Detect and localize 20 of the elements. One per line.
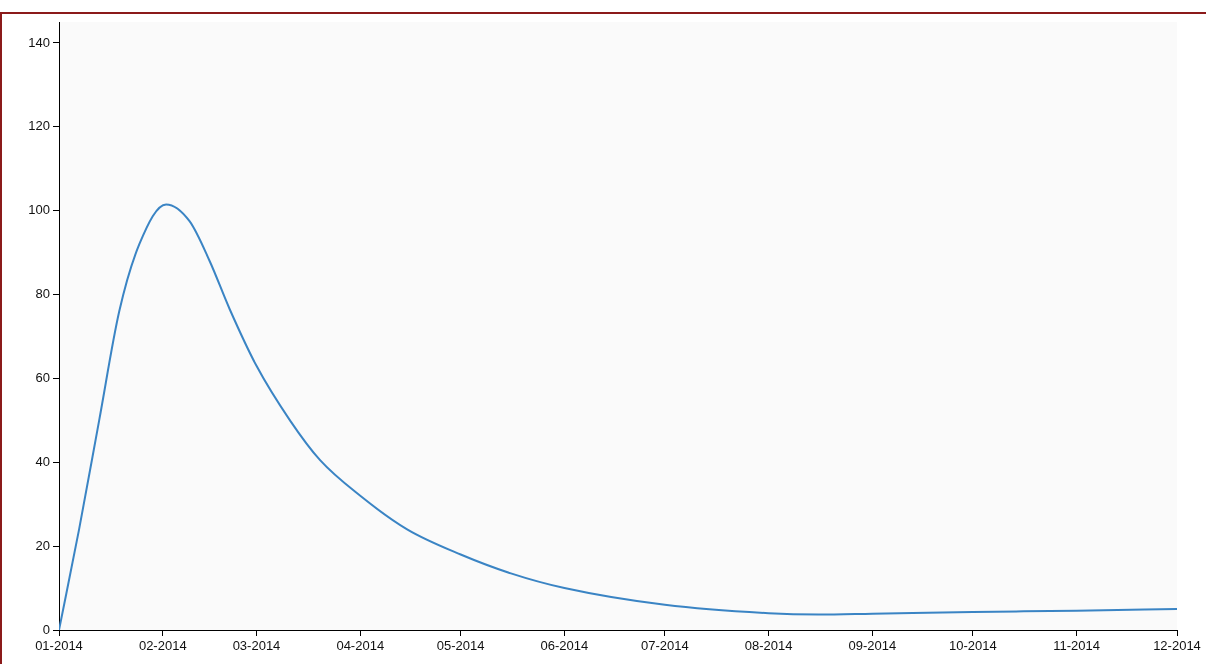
x-tick-label: 06-2014 <box>540 638 589 654</box>
x-tick-label: 10-2014 <box>948 638 997 654</box>
x-tick-label: 08-2014 <box>744 638 793 654</box>
y-tick-label: 40 <box>35 453 50 469</box>
y-tick-label: 20 <box>35 537 50 553</box>
y-tick-label: 60 <box>35 369 50 385</box>
x-tick-label: 12-2014 <box>1153 638 1201 654</box>
y-tick-label: 100 <box>28 202 50 218</box>
x-tick-label: 07-2014 <box>641 638 689 654</box>
y-tick-label: 120 <box>28 118 50 134</box>
x-tick-label: 01-2014 <box>35 638 83 654</box>
x-tick-label: 05-2014 <box>436 638 485 654</box>
y-tick-label: 80 <box>35 286 50 302</box>
x-tick-label: 04-2014 <box>336 638 385 654</box>
x-tick-label: 03-2014 <box>232 638 281 654</box>
y-tick-label: 140 <box>28 34 50 50</box>
x-tick-label: 02-2014 <box>138 638 187 654</box>
x-tick-label: 09-2014 <box>848 638 897 654</box>
x-tick-label: 11-2014 <box>1053 638 1100 654</box>
y-tick-label: 0 <box>42 621 50 637</box>
